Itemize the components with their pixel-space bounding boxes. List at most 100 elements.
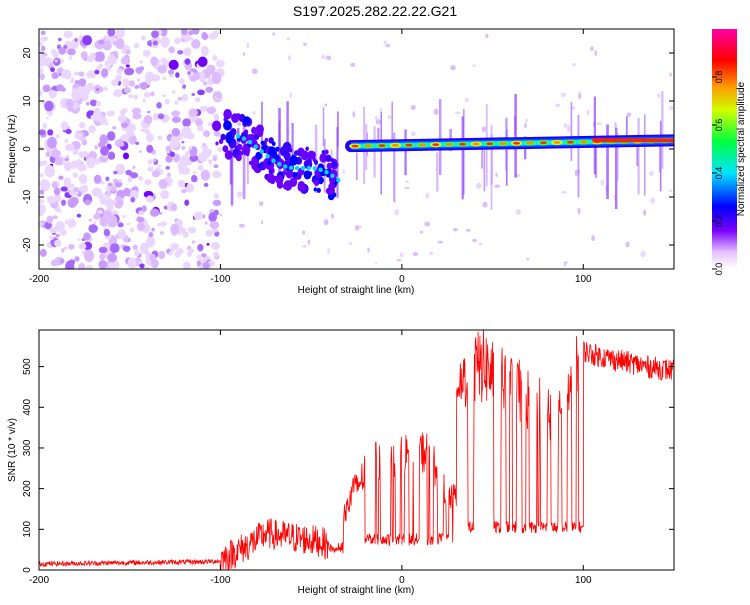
arc-peak — [330, 173, 335, 178]
noise-speckle — [206, 106, 217, 115]
sparse-speckle — [327, 247, 330, 255]
noise-speckle — [85, 264, 94, 269]
colorbar-ticks: 0.0 0.2 0.4 0.6 0.8 — [712, 71, 724, 276]
noise-speckle — [105, 176, 110, 182]
sparse-speckle — [625, 241, 630, 248]
sparse-speckle — [668, 189, 673, 192]
noise-speckle — [177, 179, 186, 188]
noise-speckle — [39, 73, 45, 81]
sparse-speckle — [555, 103, 561, 108]
colorbar-label: Normalized spectral amplitude — [736, 81, 747, 216]
noise-speckle — [82, 35, 93, 46]
noise-speckle — [120, 56, 131, 65]
noise-speckle — [110, 185, 117, 192]
line-core — [365, 144, 373, 148]
snr-marks — [38, 329, 675, 570]
arc-peak — [306, 165, 312, 171]
sparse-speckle — [325, 55, 332, 61]
noise-speckle — [196, 260, 201, 266]
noise-speckle — [182, 261, 191, 269]
sparse-speckle — [323, 219, 329, 226]
spectral-streak — [322, 107, 325, 146]
arc-peak — [235, 133, 241, 139]
arc-blob — [283, 151, 291, 161]
noise-speckle — [164, 98, 170, 105]
spectral-streak — [436, 152, 439, 192]
noise-speckle — [94, 158, 101, 165]
spectral-streak — [242, 126, 246, 199]
sparse-speckle — [572, 62, 576, 67]
noise-speckle — [140, 128, 146, 133]
noise-speckle — [68, 259, 76, 266]
noise-speckle — [211, 71, 222, 85]
arc-blob — [313, 187, 317, 192]
spectral-streak — [278, 120, 281, 162]
noise-speckle — [170, 223, 180, 235]
sparse-speckle — [656, 93, 661, 98]
noise-speckle — [132, 112, 142, 120]
snr-ytick-label: 300 — [22, 439, 33, 456]
sparse-speckle — [590, 46, 594, 52]
noise-speckle — [171, 116, 181, 124]
noise-speckle — [80, 164, 85, 169]
noise-speckle — [133, 94, 138, 100]
noise-speckle — [177, 50, 184, 55]
noise-speckle — [122, 215, 126, 219]
line-core — [378, 144, 386, 148]
noise-speckle — [125, 130, 135, 137]
noise-speckle — [202, 262, 211, 269]
noise-speckle — [145, 133, 154, 143]
spectrogram-layer — [39, 29, 674, 269]
noise-speckle — [47, 129, 54, 136]
arc-blob — [268, 169, 272, 174]
noise-speckle — [127, 257, 137, 269]
noise-speckle — [151, 227, 155, 232]
noise-speckle — [129, 80, 135, 87]
sparse-speckle — [669, 72, 672, 77]
noise-speckle — [152, 112, 160, 121]
noise-speckle — [39, 173, 44, 178]
arc-blob — [264, 137, 269, 143]
sparse-speckle — [596, 122, 602, 125]
noise-speckle — [198, 155, 205, 161]
sparse-speckle — [574, 169, 578, 177]
noise-speckle — [146, 144, 154, 153]
noise-speckle — [126, 222, 131, 226]
colorbar-tick-label: 0.0 — [714, 263, 724, 276]
arc-blob — [266, 160, 272, 166]
arc-blob — [255, 151, 263, 160]
noise-speckle — [186, 184, 190, 188]
spectrogram-xtick-label: -200 — [29, 274, 49, 285]
noise-speckle — [98, 260, 107, 269]
snr-xtick-label: 0 — [399, 575, 405, 586]
noise-speckle — [160, 57, 167, 64]
sparse-speckle — [614, 122, 617, 129]
sparse-speckle — [399, 252, 404, 258]
noise-speckle — [158, 164, 162, 168]
sparse-speckle — [354, 225, 360, 231]
noise-speckle — [74, 159, 83, 165]
sparse-speckle — [404, 187, 410, 190]
noise-speckle — [139, 150, 143, 153]
noise-speckle — [213, 164, 219, 169]
spectral-streak — [617, 133, 619, 181]
noise-speckle — [202, 130, 211, 138]
noise-speckle — [104, 60, 109, 67]
noise-speckle — [194, 96, 201, 103]
arc-blob — [246, 134, 254, 143]
noise-speckle — [206, 242, 210, 246]
noise-speckle — [118, 178, 122, 183]
noise-speckle — [44, 164, 55, 178]
noise-speckle — [113, 89, 123, 98]
arc-peak — [300, 165, 306, 171]
snr-ytick-label: 400 — [22, 399, 33, 416]
spectral-streak — [356, 152, 358, 180]
noise-speckle — [125, 169, 133, 176]
spectral-streak — [391, 101, 394, 151]
sparse-speckle — [437, 240, 444, 244]
noise-speckle — [167, 69, 175, 75]
sparse-speckle — [482, 201, 488, 208]
sparse-speckle — [349, 241, 353, 246]
arc-peak — [324, 170, 329, 175]
noise-speckle — [74, 256, 80, 262]
